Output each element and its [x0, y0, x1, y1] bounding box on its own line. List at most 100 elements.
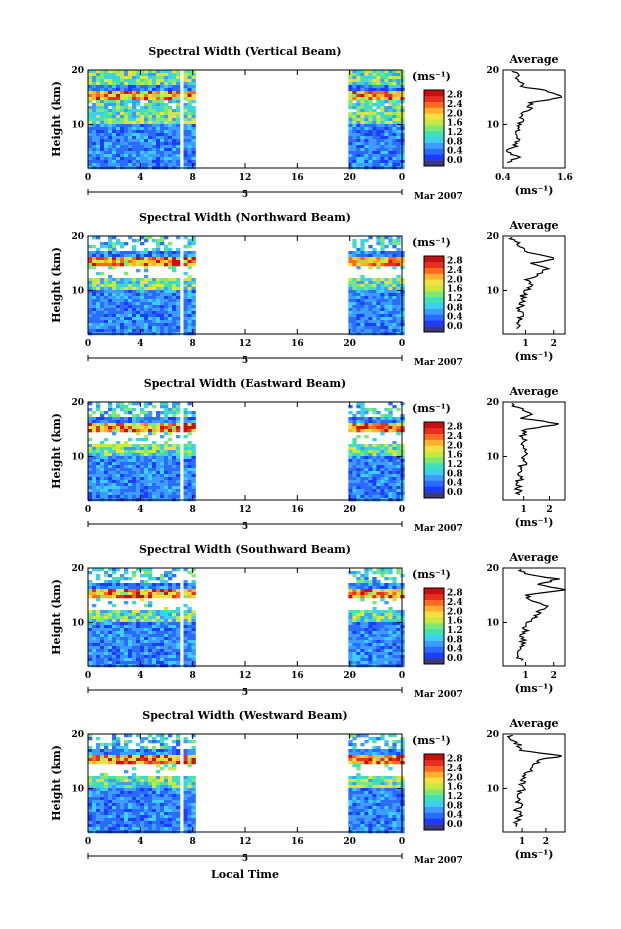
heatmap-cell — [148, 568, 153, 572]
x-tick-label: 16 — [291, 505, 304, 515]
heatmap-cell — [164, 495, 169, 499]
heatmap-cell — [164, 305, 169, 309]
heatmap-cell — [100, 809, 105, 813]
heatmap-cell — [172, 139, 177, 143]
colorbar-swatch — [424, 652, 444, 659]
heatmap-cell — [168, 317, 173, 321]
heatmap-cell — [352, 631, 357, 635]
heatmap-cell — [160, 118, 165, 122]
heatmap-cell — [396, 103, 401, 107]
heatmap-cell — [176, 260, 181, 264]
heatmap-cell — [116, 251, 121, 255]
heatmap-cell — [136, 423, 141, 427]
heatmap-cell — [380, 281, 385, 285]
heatmap-cell — [108, 127, 113, 131]
heatmap-cell — [164, 317, 169, 321]
heatmap-cell — [364, 76, 369, 80]
heatmap-cell — [176, 76, 181, 80]
heatmap-cell — [376, 622, 381, 626]
heatmap-cell — [400, 658, 405, 662]
heatmap-cell — [148, 480, 153, 484]
heatmap-cell — [360, 586, 365, 590]
heatmap-cell — [96, 281, 101, 285]
heatmap-cell — [120, 616, 125, 620]
average-x-tick-label: 2 — [551, 339, 557, 349]
heatmap-cell — [136, 583, 141, 587]
heatmap-cell — [152, 610, 157, 614]
heatmap-cell — [348, 486, 353, 490]
heatmap-cell — [187, 94, 192, 98]
heatmap-cell — [360, 658, 365, 662]
heatmap-cell — [172, 652, 177, 656]
heatmap-cell — [396, 88, 401, 92]
heatmap-cell — [380, 106, 385, 110]
heatmap-cell — [160, 613, 165, 617]
heatmap-cell — [348, 302, 353, 306]
heatmap-cell — [183, 435, 188, 439]
heatmap-cell — [187, 477, 192, 481]
heatmap-cell — [120, 471, 125, 475]
heatmap-cell — [132, 574, 137, 578]
heatmap-cell — [176, 628, 181, 632]
heatmap-cell — [368, 495, 373, 499]
heatmap-cell — [152, 640, 157, 644]
heatmap-cell — [376, 580, 381, 584]
heatmap-cell — [176, 420, 181, 424]
heatmap-cell — [176, 121, 181, 125]
heatmap-cell — [112, 317, 117, 321]
heatmap-cell — [116, 637, 121, 641]
heatmap-cell — [400, 480, 405, 484]
heatmap-cell — [187, 417, 192, 421]
heatmap-cell — [156, 88, 161, 92]
heatmap-cell — [356, 112, 361, 116]
heatmap-cell — [183, 145, 188, 149]
heatmap-cell — [112, 658, 117, 662]
heatmap-cell — [176, 281, 181, 285]
heatmap-cell — [356, 157, 361, 161]
heatmap-cell — [148, 148, 153, 152]
heatmap-cell — [128, 610, 133, 614]
heatmap-cell — [352, 438, 357, 442]
heatmap-cell — [104, 619, 109, 623]
heatmap-cell — [360, 495, 365, 499]
heatmap-cell — [356, 450, 361, 454]
heatmap-cell — [372, 438, 377, 442]
heatmap-cell — [88, 625, 93, 629]
heatmap-cell — [400, 417, 405, 421]
heatmap-cell — [100, 154, 105, 158]
heatmap-cell — [116, 483, 121, 487]
heatmap-cell — [368, 130, 373, 134]
heatmap-cell — [156, 643, 161, 647]
heatmap-cell — [104, 260, 109, 264]
heatmap-cell — [92, 474, 97, 478]
heatmap-cell — [160, 79, 165, 83]
heatmap-cell — [116, 85, 121, 89]
heatmap-cell — [104, 595, 109, 599]
heatmap-cell — [164, 441, 169, 445]
heatmap-cell — [112, 305, 117, 309]
heatmap-cell — [388, 115, 393, 119]
heatmap-cell — [191, 646, 196, 650]
heatmap-cell — [160, 447, 165, 451]
heatmap-cell — [191, 411, 196, 415]
heatmap-cell — [384, 643, 389, 647]
colorbar-swatch — [424, 611, 444, 618]
heatmap-cell — [168, 610, 173, 614]
heatmap-cell — [124, 429, 129, 433]
beam-panel-4: Spectral Width (Westward Beam)Height (km… — [50, 709, 566, 866]
heatmap-cell — [108, 492, 113, 496]
heatmap-cell — [104, 797, 109, 801]
heatmap-cell — [132, 73, 137, 77]
heatmap-cell — [136, 326, 141, 330]
heatmap-cell — [168, 302, 173, 306]
heatmap-cell — [376, 76, 381, 80]
heatmap-cell — [348, 124, 353, 128]
heatmap-cell — [164, 136, 169, 140]
heatmap-cell — [372, 299, 377, 303]
heatmap-cell — [116, 577, 121, 581]
heatmap-cell — [136, 589, 141, 593]
heatmap-cell — [380, 124, 385, 128]
heatmap-cell — [136, 136, 141, 140]
heatmap-cell — [360, 592, 365, 596]
heatmap-cell — [96, 287, 101, 291]
